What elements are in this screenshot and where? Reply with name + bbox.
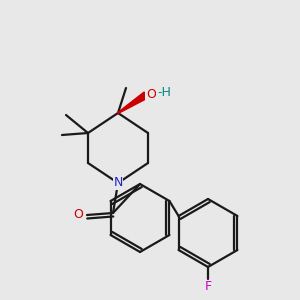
Text: N: N bbox=[113, 176, 123, 190]
Polygon shape bbox=[118, 92, 148, 113]
Text: O: O bbox=[146, 88, 156, 100]
Text: -H: -H bbox=[157, 86, 171, 100]
Text: F: F bbox=[204, 280, 211, 293]
Text: O: O bbox=[73, 208, 83, 221]
